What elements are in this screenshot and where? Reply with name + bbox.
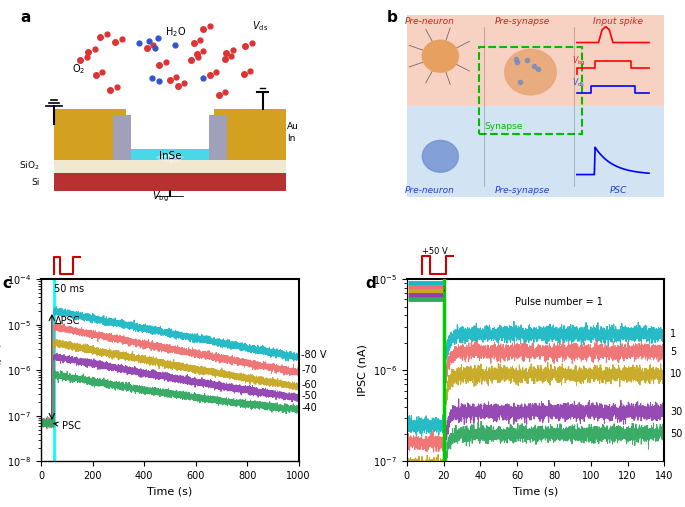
Text: -80 V: -80 V	[301, 350, 327, 360]
Text: Pre-synapse: Pre-synapse	[495, 186, 551, 195]
Text: -70: -70	[301, 365, 317, 375]
Text: PSC: PSC	[54, 421, 81, 431]
Text: Pre-neuron: Pre-neuron	[405, 186, 455, 195]
Text: $V_{\mathrm{bg}}$: $V_{\mathrm{bg}}$	[152, 190, 169, 204]
Text: 50: 50	[670, 429, 682, 439]
Text: O$_2$: O$_2$	[72, 62, 86, 76]
Bar	[54, 110, 126, 160]
Text: 50 ms: 50 ms	[414, 284, 445, 294]
Text: Si: Si	[32, 177, 40, 187]
Bar	[54, 160, 286, 173]
Text: a: a	[21, 10, 31, 25]
Text: ΔPSC: ΔPSC	[55, 316, 81, 326]
Text: d: d	[366, 276, 376, 291]
X-axis label: Time (s): Time (s)	[513, 487, 558, 497]
Circle shape	[423, 40, 458, 72]
Text: Input spike: Input spike	[593, 17, 643, 26]
Y-axis label: EPSC (μA): EPSC (μA)	[0, 343, 1, 398]
Text: H$_2$O: H$_2$O	[164, 25, 186, 39]
Text: $V_{\mathrm{ds}}$: $V_{\mathrm{ds}}$	[252, 19, 269, 33]
Text: 5: 5	[670, 347, 676, 357]
Text: c: c	[3, 276, 12, 291]
Circle shape	[423, 140, 458, 172]
Text: -50: -50	[301, 391, 317, 401]
Text: Pulse number = 1: Pulse number = 1	[515, 297, 603, 307]
Text: Synapse: Synapse	[484, 122, 523, 131]
Text: 10: 10	[670, 370, 682, 379]
Bar	[214, 110, 286, 160]
Text: In: In	[287, 134, 295, 143]
Text: 30: 30	[670, 407, 682, 417]
Text: b: b	[386, 10, 397, 25]
Bar	[54, 173, 286, 191]
Bar	[407, 106, 664, 197]
Text: InSe: InSe	[159, 151, 182, 161]
Text: PSC: PSC	[610, 186, 627, 195]
Text: 50 ms: 50 ms	[54, 284, 84, 294]
Text: SiO$_2$: SiO$_2$	[19, 160, 40, 172]
Text: -60: -60	[301, 380, 317, 390]
Text: Au: Au	[287, 122, 299, 131]
X-axis label: Time (s): Time (s)	[147, 487, 192, 497]
Text: Pre-synapse: Pre-synapse	[495, 17, 551, 26]
Text: $V_{\mathrm{ds}}$: $V_{\mathrm{ds}}$	[572, 77, 585, 89]
Text: Pre-neuron: Pre-neuron	[405, 17, 455, 26]
Text: $V_{\mathrm{bg}}$: $V_{\mathrm{bg}}$	[572, 54, 585, 67]
Bar	[113, 149, 227, 160]
Text: 1: 1	[670, 329, 676, 339]
Bar	[113, 116, 132, 160]
Bar	[407, 15, 664, 106]
Y-axis label: IPSC (nA): IPSC (nA)	[358, 344, 367, 396]
Circle shape	[505, 49, 556, 95]
Bar	[208, 116, 227, 160]
Text: -40: -40	[301, 403, 317, 413]
